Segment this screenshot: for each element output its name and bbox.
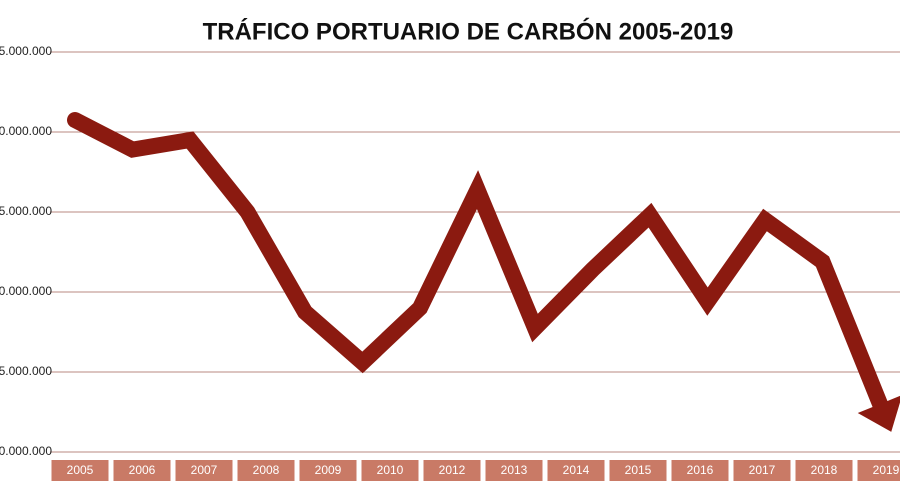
x-label-box <box>237 460 295 481</box>
x-label-box <box>857 460 900 481</box>
x-label-box <box>795 460 853 481</box>
x-tick-label: 2013 <box>501 463 528 477</box>
x-label-box <box>733 460 791 481</box>
x-tick-label: 2008 <box>253 463 280 477</box>
x-label-box <box>547 460 605 481</box>
x-label-box <box>361 460 419 481</box>
x-label-box <box>485 460 543 481</box>
y-tick-label: 15.000.000 <box>0 364 52 378</box>
y-tick-label: 20.000.000 <box>0 284 52 298</box>
x-tick-label: 2012 <box>439 463 466 477</box>
y-tick-label: 35.000.000 <box>0 44 52 58</box>
line <box>67 112 888 412</box>
x-label-box <box>113 460 171 481</box>
arrow-head <box>857 395 900 432</box>
x-label-box <box>175 460 233 481</box>
x-tick-label: 2019 <box>873 463 900 477</box>
x-label-box <box>51 460 109 481</box>
x-tick-label: 2009 <box>315 463 342 477</box>
x-tick-label: 2015 <box>625 463 652 477</box>
y-tick-label: 10.000.000 <box>0 444 52 458</box>
x-label-box <box>609 460 667 481</box>
x-tick-label: 2016 <box>687 463 714 477</box>
x-tick-label: 2007 <box>191 463 218 477</box>
chart-title: TRÁFICO PORTUARIO DE CARBÓN 2005-2019 <box>203 17 734 45</box>
x-tick-label: 2006 <box>129 463 156 477</box>
x-tick-label: 2005 <box>67 463 94 477</box>
x-tick-label: 2010 <box>377 463 404 477</box>
x-tick-label: 2018 <box>811 463 838 477</box>
x-label-box <box>299 460 357 481</box>
x-label-box <box>423 460 481 481</box>
x-label-box <box>671 460 729 481</box>
x-tick-label: 2017 <box>749 463 776 477</box>
x-tick-label: 2014 <box>563 463 590 477</box>
y-tick-label: 25.000.000 <box>0 204 52 218</box>
y-tick-label: 30.000.000 <box>0 124 52 138</box>
